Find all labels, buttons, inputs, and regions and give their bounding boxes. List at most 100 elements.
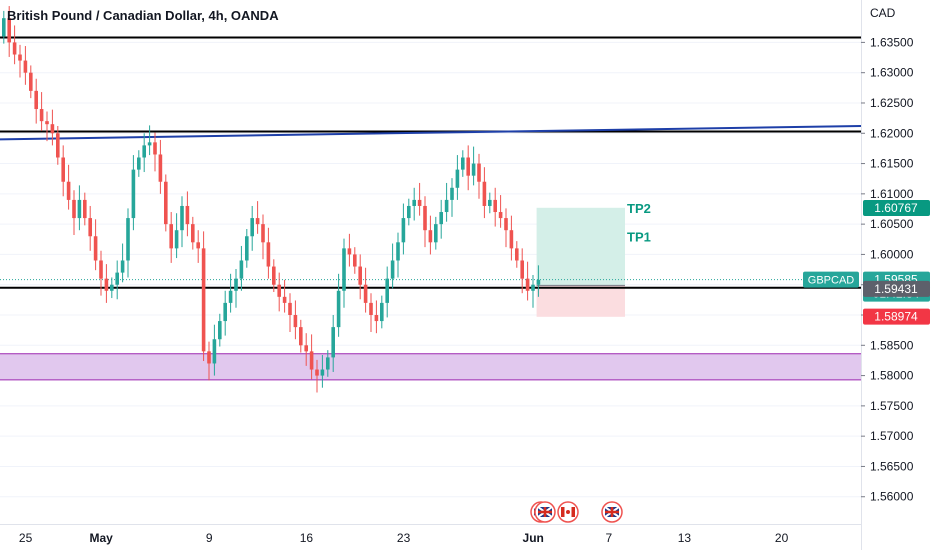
x-tick-label: Jun [523, 531, 544, 545]
candle-body [126, 218, 130, 261]
candle-body [137, 157, 141, 170]
candle-body [412, 199, 416, 206]
candle-body [374, 315, 379, 322]
candle-body [23, 60, 28, 73]
candle-body [266, 242, 271, 267]
candle-body [272, 266, 276, 285]
candle-body [439, 212, 443, 225]
candle-body [72, 199, 76, 219]
candle-body [147, 142, 152, 146]
candle-body [110, 284, 114, 291]
symbol-tag-label: GBPCAD [808, 275, 855, 287]
candle-body [77, 199, 82, 219]
candle-body [277, 284, 281, 297]
candle-body [466, 157, 470, 176]
candle-body [39, 109, 44, 122]
candle-body [315, 369, 319, 376]
x-tick-label: 20 [775, 531, 789, 545]
candle-body [525, 278, 530, 291]
x-tick-label: 16 [300, 531, 314, 545]
y-tick-label: 1.61000 [870, 187, 914, 201]
y-tick-label: 1.61500 [870, 157, 914, 171]
candle-body [185, 205, 190, 225]
candle-body [239, 260, 244, 279]
candle-body [498, 212, 503, 219]
candle-body [142, 145, 146, 158]
candle-body [385, 278, 389, 303]
candle-body [477, 163, 481, 182]
price-tag-tp [863, 199, 930, 216]
price-tag-sl-label: 1.58974 [874, 310, 918, 324]
tp-label-tp1: TP1 [627, 229, 651, 244]
candle-body [331, 327, 335, 358]
candle-body [428, 230, 433, 243]
candle-body [29, 72, 33, 91]
candle-body [288, 302, 292, 316]
candle-body [423, 205, 427, 231]
candle-body [12, 42, 17, 55]
candle-body [320, 369, 325, 376]
candle-body [353, 254, 357, 267]
candle-body [471, 163, 476, 176]
candle-body [7, 18, 11, 43]
candle-body [293, 315, 298, 328]
candle-body [196, 242, 200, 249]
candle-body [304, 345, 308, 352]
candle-body [309, 351, 314, 370]
title-text: British Pound / Canadian Dollar, 4h, OAN… [7, 8, 279, 23]
candle-body [482, 181, 487, 206]
x-tick-label: 9 [206, 531, 213, 545]
y-tick-label: 1.62500 [870, 96, 914, 110]
candle-body [234, 278, 238, 291]
candle-body [434, 224, 438, 243]
candle-body [174, 230, 179, 249]
candle-body [207, 351, 211, 364]
candle-body [255, 218, 260, 225]
candle-body [115, 272, 119, 285]
candle-body [66, 181, 71, 200]
canada-flag-band [561, 507, 565, 517]
tp-label-tp2: TP2 [627, 201, 651, 216]
candle-body [504, 218, 508, 231]
candle-body [18, 54, 22, 61]
candle-body [34, 90, 38, 110]
candle-body [120, 260, 125, 273]
chart-title: British Pound / Canadian Dollar, 4h, OAN… [7, 8, 279, 23]
price-tag-entry [863, 280, 930, 297]
candle-body [520, 260, 524, 279]
y-tick-label: 1.57000 [870, 429, 914, 443]
candle-body [104, 278, 109, 291]
candle-body [336, 290, 341, 328]
axis-currency: CAD [870, 6, 896, 20]
candle-body [536, 279, 541, 285]
candle-body [50, 124, 55, 134]
candle-body [407, 205, 411, 219]
candle-body [261, 224, 265, 243]
candle-body [158, 154, 163, 182]
candle-body [509, 230, 514, 249]
candle-body [212, 339, 217, 364]
candle-body [245, 236, 249, 261]
candle-body [93, 236, 98, 261]
candle-body [531, 284, 535, 291]
candle-body [363, 284, 368, 303]
candle-body [326, 357, 330, 370]
candle-body [250, 218, 254, 237]
y-tick-label: 1.60000 [870, 247, 914, 261]
price-tag-sl [863, 308, 930, 325]
y-tick-label: 1.63000 [870, 66, 914, 80]
candle-body [191, 224, 195, 243]
y-tick-label: 1.63500 [870, 35, 914, 49]
candle-body [401, 218, 406, 243]
y-tick-label: 1.58500 [870, 338, 914, 352]
symbol-tag [803, 271, 859, 288]
y-tick-label: 1.60500 [870, 217, 914, 231]
candle-body [461, 157, 465, 170]
x-tick-label: May [90, 531, 114, 545]
canada-flag-leaf [566, 510, 570, 514]
x-tick-label: 25 [19, 531, 33, 545]
x-tick-label: 13 [678, 531, 692, 545]
candle-body [218, 321, 222, 340]
